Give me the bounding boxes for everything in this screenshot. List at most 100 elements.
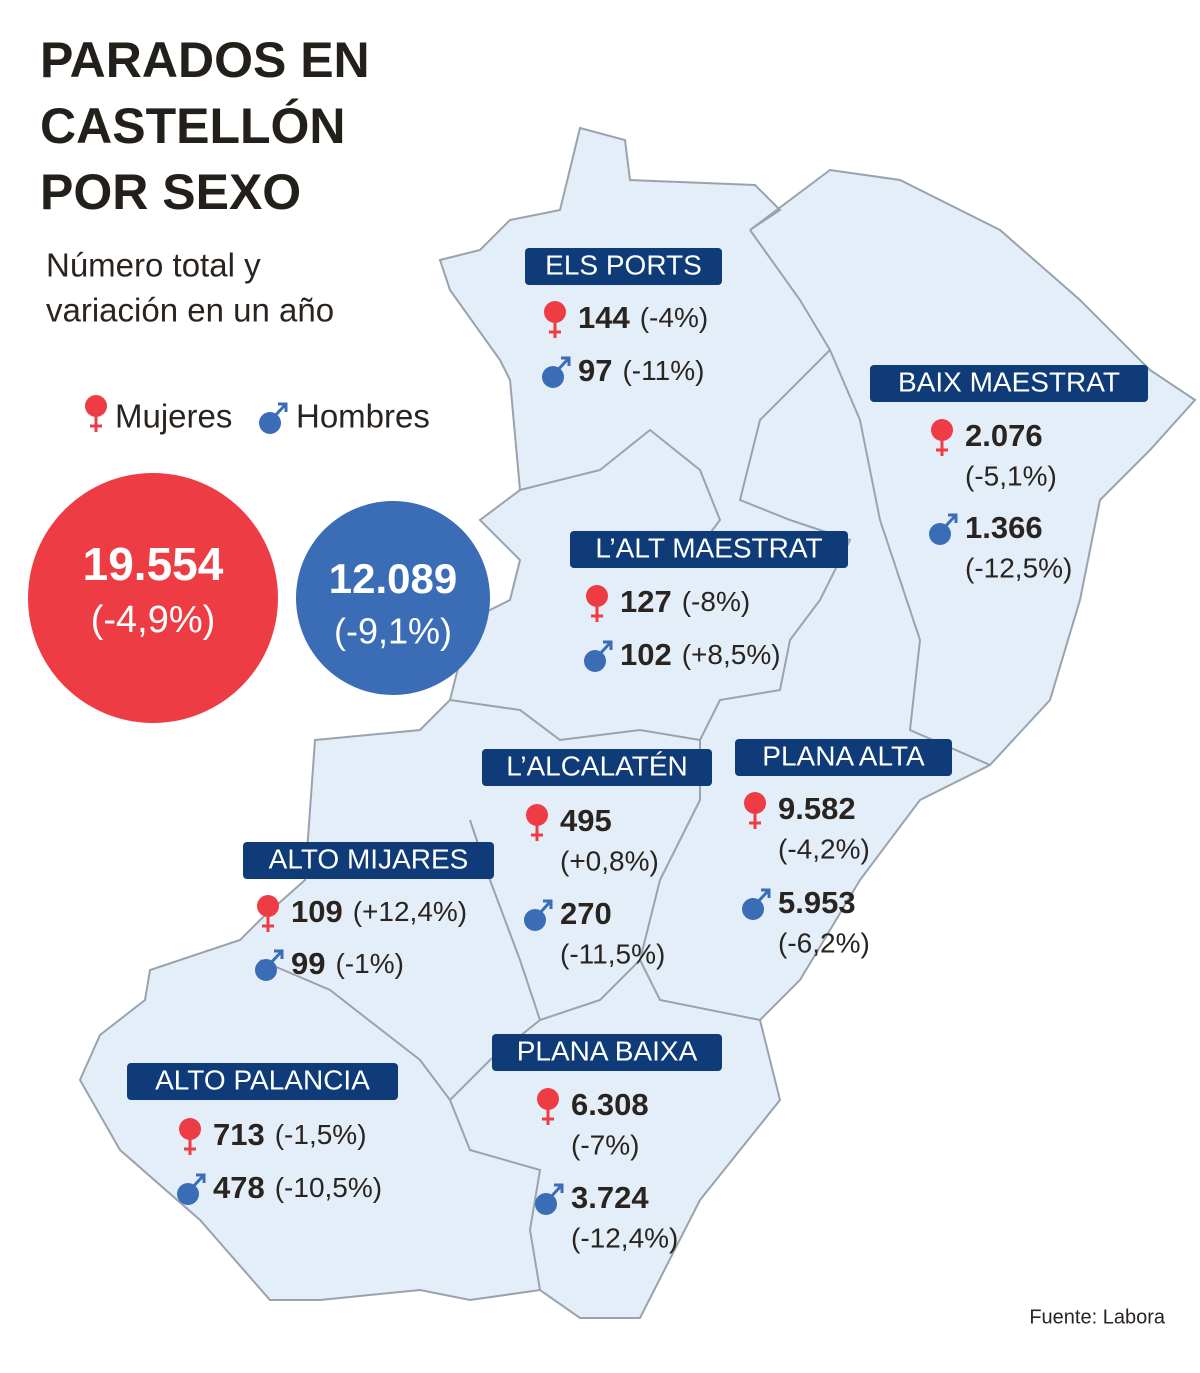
men-value: 3.724	[571, 1180, 649, 1215]
male-icon	[742, 898, 764, 920]
region-label-box	[243, 842, 494, 879]
border	[539, 959, 641, 1021]
female-icon	[586, 585, 608, 607]
region-label-box	[870, 365, 1148, 402]
male-icon	[948, 513, 958, 523]
border	[638, 740, 761, 1021]
women-value: 6.308	[571, 1087, 649, 1122]
women-value: 109	[291, 894, 343, 929]
men-value: 5.953	[778, 885, 856, 920]
male-icon	[255, 959, 277, 981]
border	[829, 349, 991, 766]
female-icon	[85, 395, 107, 417]
women-value: 495	[560, 803, 612, 838]
border	[449, 1099, 542, 1291]
women-line: 127 (-8%)	[620, 584, 750, 619]
region-label-box	[127, 1063, 398, 1100]
title-line: CASTELLÓN	[40, 98, 346, 154]
men-line: 478 (-10,5%)	[213, 1170, 382, 1205]
region-name: ELS PORTS	[545, 249, 702, 280]
men-value: 270	[560, 896, 612, 931]
male-icon	[761, 888, 771, 898]
women-total: 19.554	[83, 538, 224, 590]
region-name: ALTO MIJARES	[269, 843, 469, 874]
region-name: L’ALCALATÉN	[506, 750, 688, 781]
male-icon	[278, 402, 288, 412]
men-total: 12.089	[329, 555, 457, 602]
female-icon	[931, 419, 953, 441]
women-line: 713 (-1,5%)	[213, 1117, 367, 1152]
women-value: 713	[213, 1117, 265, 1152]
region-name: BAIX MAESTRAT	[898, 366, 1120, 397]
title-line: PARADOS EN	[40, 32, 370, 88]
men-value: 102	[620, 637, 672, 672]
men-value: 1.366	[965, 510, 1043, 545]
men-total-circle	[296, 501, 490, 695]
male-icon	[929, 523, 951, 545]
men-change: (-12,4%)	[571, 1222, 678, 1253]
subtitle-line: Número total y	[46, 247, 261, 284]
men-change: (-9,1%)	[334, 611, 452, 652]
women-value: 127	[620, 584, 672, 619]
map	[78, 126, 1197, 1319]
title-line: POR SEXO	[40, 164, 301, 220]
male-icon	[177, 1183, 199, 1205]
women-change: (-1,5%)	[275, 1119, 367, 1150]
region-label-box	[492, 1034, 722, 1071]
men-change: (+8,5%)	[682, 639, 781, 670]
men-line: 99 (-1%)	[291, 946, 404, 981]
region-name: ALTO PALANCIA	[155, 1064, 370, 1095]
male-icon	[561, 356, 571, 366]
men-value: 97	[578, 353, 612, 388]
male-icon	[196, 1173, 206, 1183]
women-value: 2.076	[965, 418, 1043, 453]
men-value: 99	[291, 946, 325, 981]
men-change: (-11,5%)	[560, 938, 665, 969]
men-change: (-6,2%)	[778, 927, 870, 958]
men-change: (-12,5%)	[965, 552, 1072, 583]
region-label-box	[735, 739, 952, 776]
men-change: (-1%)	[335, 948, 403, 979]
female-icon	[537, 1088, 559, 1110]
male-icon	[542, 366, 564, 388]
women-change: (-5,1%)	[965, 460, 1057, 491]
men-change: (-11%)	[622, 355, 704, 386]
region-name: PLANA ALTA	[762, 740, 925, 771]
border	[519, 428, 722, 561]
male-icon	[543, 899, 553, 909]
women-change: (-7%)	[571, 1129, 639, 1160]
women-change: (+0,8%)	[560, 845, 659, 876]
male-icon	[603, 640, 613, 650]
region-label-box	[482, 749, 712, 786]
women-change: (-8%)	[682, 586, 750, 617]
women-change: (-4,2%)	[778, 833, 870, 864]
women-line: 109 (+12,4%)	[291, 894, 467, 929]
male-icon	[274, 949, 284, 959]
male-icon	[554, 1183, 564, 1193]
men-line: 102 (+8,5%)	[620, 637, 781, 672]
women-change: (-4,9%)	[91, 599, 216, 641]
source: Fuente: Labora	[1029, 1306, 1166, 1328]
male-icon	[259, 412, 281, 434]
border	[699, 229, 852, 741]
men-value: 478	[213, 1170, 265, 1205]
subtitle-line: variación en un año	[46, 292, 334, 329]
women-total-circle	[28, 473, 278, 723]
male-icon	[584, 650, 606, 672]
female-icon	[179, 1118, 201, 1140]
border	[449, 699, 701, 742]
region-name: PLANA BAIXA	[517, 1035, 698, 1066]
women-change: (-4%)	[640, 302, 708, 333]
women-value: 9.582	[778, 791, 856, 826]
women-value: 144	[578, 300, 630, 335]
men-line: 97 (-11%)	[578, 353, 704, 388]
male-icon	[535, 1193, 557, 1215]
region-label-box	[570, 531, 848, 568]
female-icon	[544, 301, 566, 323]
border	[259, 819, 542, 1102]
region-label-box	[525, 248, 722, 285]
province-outline	[78, 126, 1197, 1319]
women-line: 144 (-4%)	[578, 300, 708, 335]
male-icon	[524, 909, 546, 931]
